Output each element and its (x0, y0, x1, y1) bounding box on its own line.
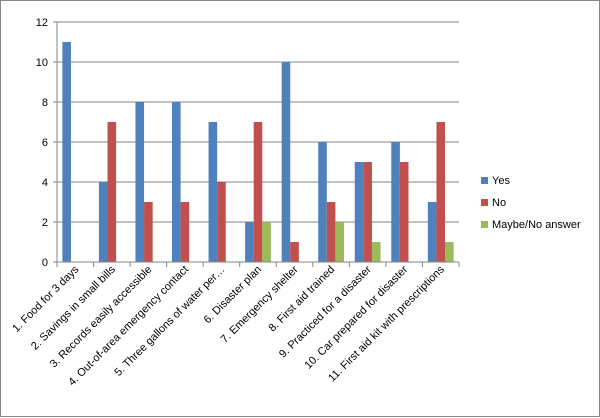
bar-no (107, 122, 117, 262)
bar-yes (318, 142, 327, 262)
bar-maybe-no-answer (262, 222, 271, 262)
bar-no (180, 202, 190, 262)
y-tick-label: 2 (42, 217, 48, 229)
bars (62, 42, 454, 262)
bar-yes (245, 222, 254, 262)
bar-maybe-no-answer (445, 242, 454, 262)
bar-no (217, 182, 226, 262)
bar-yes (172, 102, 181, 262)
legend-label: Yes (492, 175, 510, 187)
bar-no (436, 122, 446, 262)
bar-no (363, 162, 372, 262)
bar-yes (62, 42, 71, 262)
x-tick-label: 1. Food for 3 days (10, 263, 82, 335)
bar-no (290, 242, 299, 262)
y-tick-label: 10 (36, 57, 48, 69)
y-tick-label: 6 (42, 137, 48, 149)
legend-swatch (481, 221, 488, 228)
bar-yes (427, 202, 437, 262)
legend-swatch (481, 199, 488, 206)
y-tick-label: 0 (42, 257, 48, 269)
bar-yes (135, 102, 145, 262)
bar-maybe-no-answer (371, 242, 381, 262)
y-tick-label: 4 (42, 177, 48, 189)
legend-label: Maybe/No answer (492, 219, 581, 231)
legend: Yes No Maybe/No answer (481, 175, 581, 231)
bar-no (253, 122, 263, 262)
y-tick-label: 12 (36, 17, 48, 29)
bar-no (326, 202, 336, 262)
bar-yes (208, 122, 218, 262)
bar-no (144, 202, 153, 262)
bar-yes (354, 162, 364, 262)
bar-yes (98, 182, 108, 262)
legend-swatch (481, 177, 488, 184)
bar-yes (281, 62, 291, 262)
x-tick-label: 8. First aid trained (266, 264, 337, 335)
y-tick-label: 8 (42, 97, 48, 109)
legend-label: No (492, 197, 506, 209)
bar-yes (391, 142, 400, 262)
bar-maybe-no-answer (335, 222, 344, 262)
bar-no (399, 162, 409, 262)
